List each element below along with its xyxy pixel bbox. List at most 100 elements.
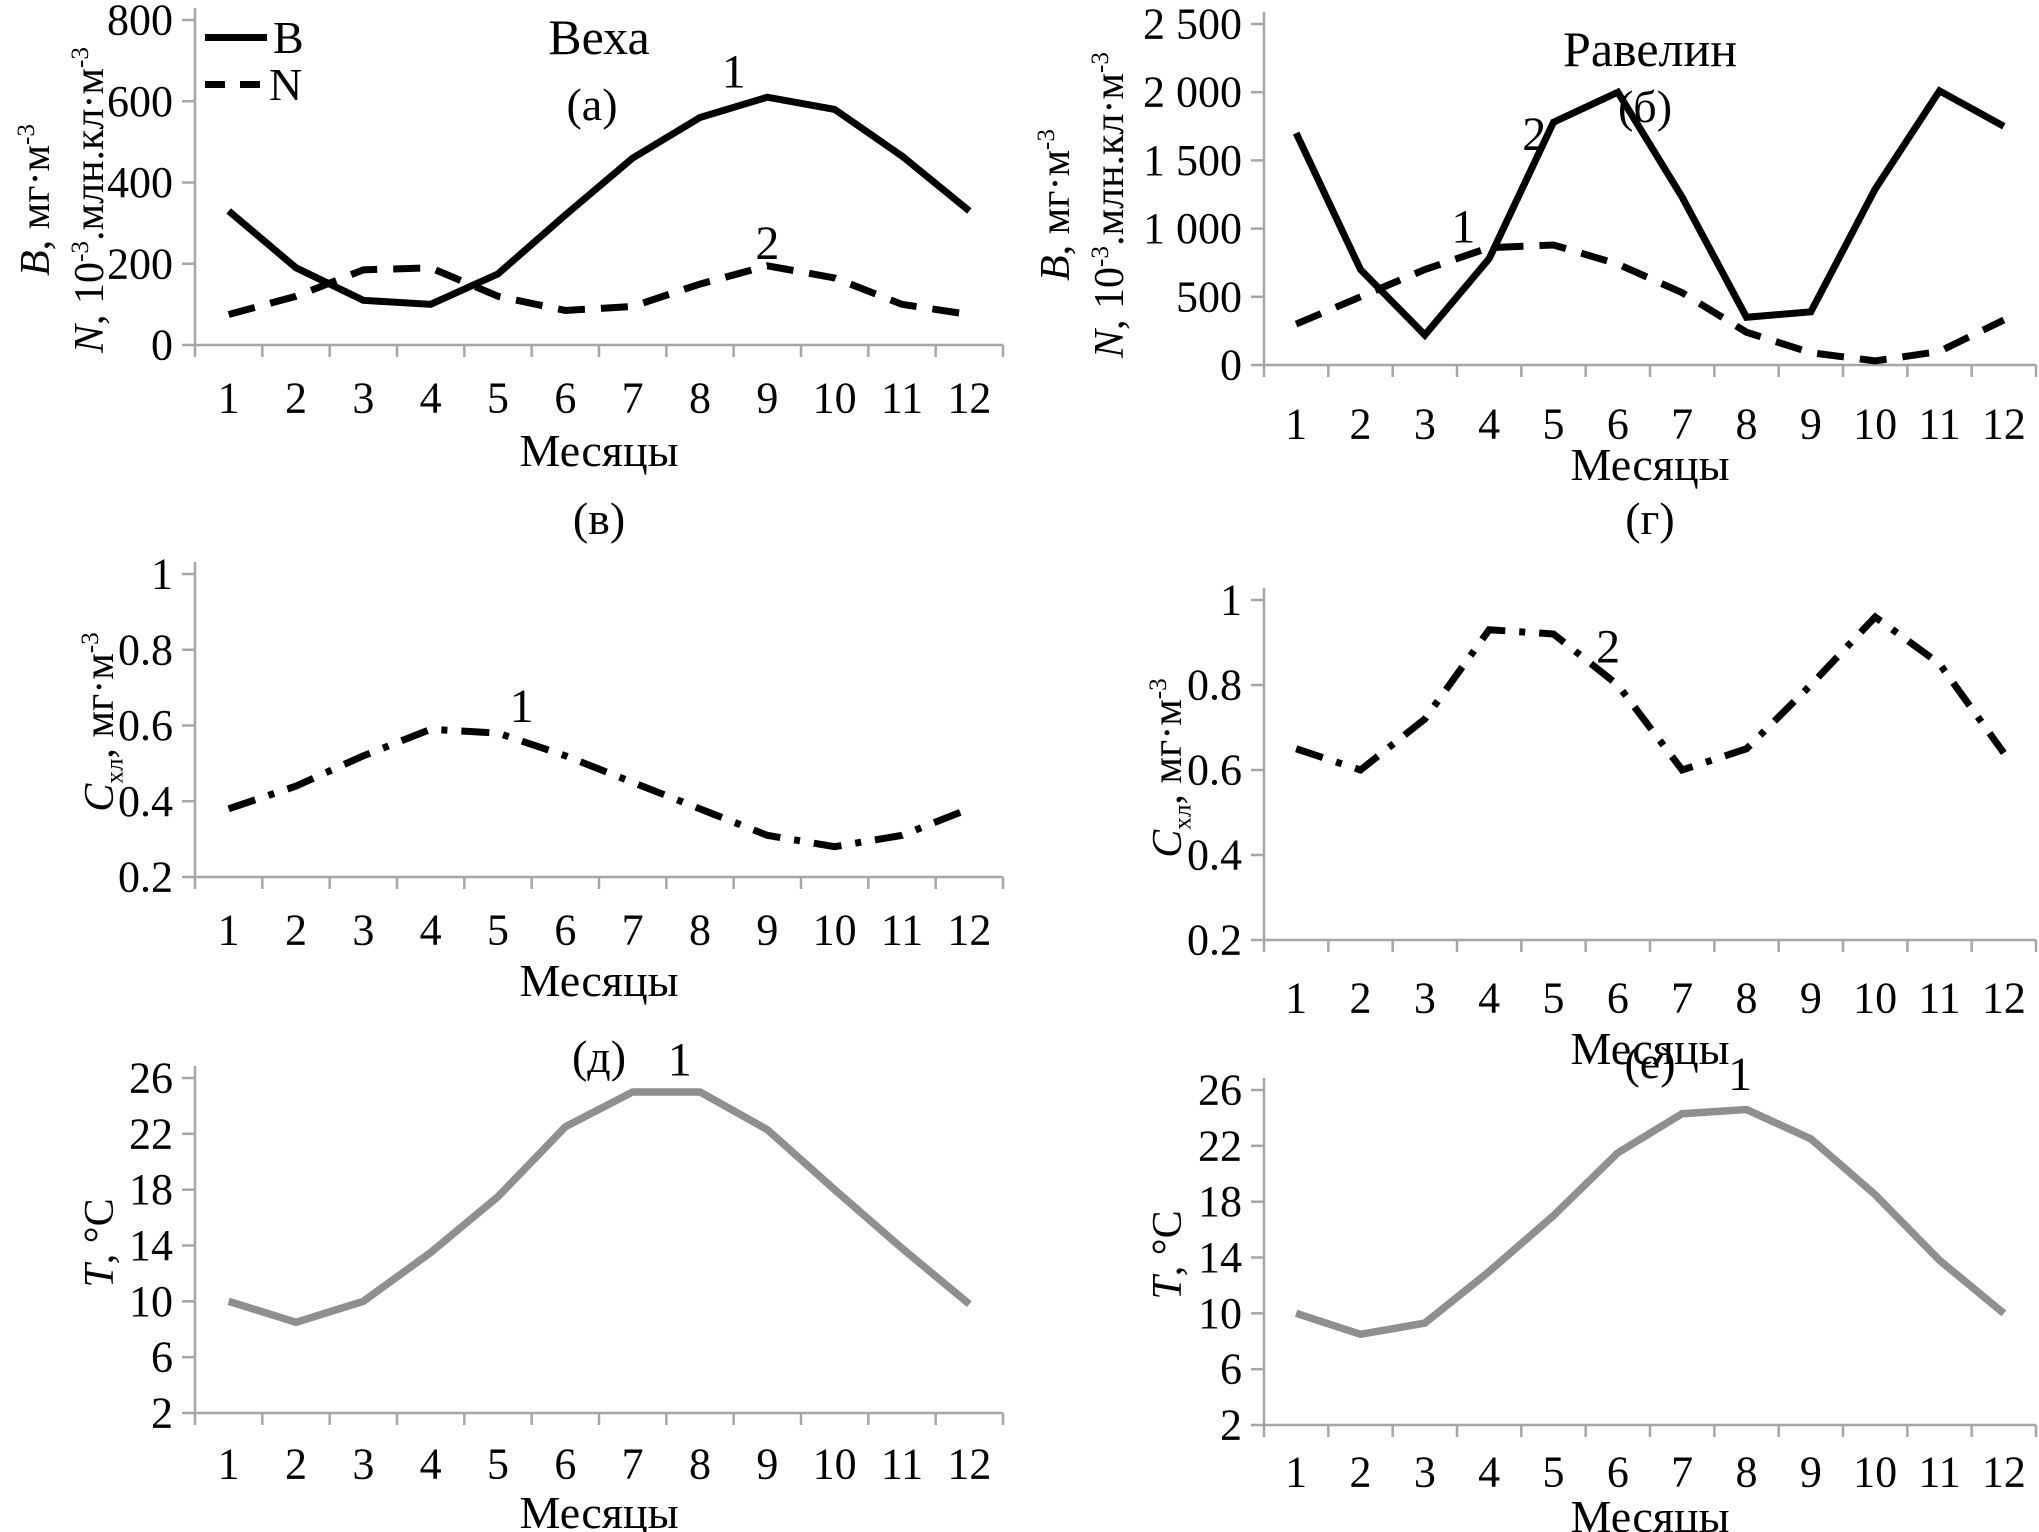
legend-label-b: B <box>273 12 304 63</box>
month-label: 4 <box>1478 1448 1500 1497</box>
month-label: 6 <box>1607 1448 1629 1497</box>
month-label: 8 <box>689 1440 711 1489</box>
month-label: 2 <box>1350 974 1372 1023</box>
series-T <box>1295 1105 2007 1339</box>
y-tick-label: 0.4 <box>1187 831 1242 880</box>
panel-b-xlabel: Месяцы <box>1570 439 1730 490</box>
month-label: 7 <box>622 374 644 423</box>
month-label: 9 <box>1800 974 1822 1023</box>
month-label: 7 <box>1671 1448 1693 1497</box>
y-tick-label: 26 <box>1198 1066 1242 1115</box>
month-label: 7 <box>622 1440 644 1489</box>
month-label: 8 <box>689 906 711 955</box>
month-label: 1 <box>218 1440 240 1489</box>
y-tick-label: 14 <box>1198 1233 1242 1282</box>
curve-label: 2 <box>1596 620 1620 673</box>
y-tick-label: 22 <box>1198 1121 1242 1170</box>
y-tick-label: 200 <box>107 239 173 288</box>
panel-e-letter: (е) <box>1624 1037 1676 1088</box>
month-label: 2 <box>285 1440 307 1489</box>
month-label: 11 <box>1918 974 1960 1023</box>
panel-v-letter: (в) <box>572 493 626 544</box>
month-label: 7 <box>1671 400 1693 449</box>
month-label: 12 <box>1982 400 2026 449</box>
month-label: 5 <box>1543 974 1565 1023</box>
panel-a-title: Веха <box>548 9 650 65</box>
month-label: 12 <box>947 374 991 423</box>
panel-d-letter: (д) <box>571 1031 627 1082</box>
panel-e-ylabel: T, °C <box>1145 1210 1191 1300</box>
y-tick-label: 0.4 <box>118 777 173 826</box>
month-label: 2 <box>1350 1448 1372 1497</box>
y-tick-label: 600 <box>107 77 173 126</box>
curve-label: 2 <box>755 217 779 270</box>
month-label: 1 <box>1285 400 1307 449</box>
panel-d-ylabel: T, °C <box>77 1198 123 1288</box>
panel-a-ylabel-n: N, 10-3.млн.кл·м-3 <box>67 47 113 353</box>
month-label: 8 <box>1736 400 1758 449</box>
month-label: 4 <box>420 906 442 955</box>
legend: B N <box>205 12 304 110</box>
y-tick-label: 14 <box>129 1221 173 1270</box>
month-label: 6 <box>554 1440 576 1489</box>
y-tick-label: 1 <box>1220 576 1242 625</box>
month-label: 3 <box>352 374 374 423</box>
y-tick-label: 500 <box>1176 272 1242 321</box>
month-label: 4 <box>1478 400 1500 449</box>
panel-g-xlabel: Месяцы <box>1570 1023 1730 1074</box>
month-label: 9 <box>1800 400 1822 449</box>
series-B <box>1293 86 2006 341</box>
month-label: 4 <box>420 374 442 423</box>
panel-a-ylabel-b: B, мг·м-3 <box>13 123 59 277</box>
panel-b-ylabel-b: B, мг·м-3 <box>1033 128 1079 282</box>
curve-label: 1 <box>1451 201 1475 254</box>
month-label: 2 <box>285 906 307 955</box>
month-label: 5 <box>1543 400 1565 449</box>
month-label: 6 <box>1607 400 1629 449</box>
curve-label: 1 <box>668 1033 692 1086</box>
legend-row-b: B <box>205 12 304 63</box>
y-tick-label: 0 <box>151 321 173 370</box>
legend-row-n: N <box>205 59 304 110</box>
panel-v-ylabel: Cхл, мг·м-3 <box>77 632 129 812</box>
month-label: 5 <box>487 1440 509 1489</box>
y-tick-label: 0.8 <box>1187 661 1242 710</box>
legend-solid-line-sample <box>205 34 267 41</box>
y-tick-label: 0.8 <box>118 625 173 674</box>
month-label: 9 <box>756 374 778 423</box>
month-label: 10 <box>813 374 857 423</box>
series-T <box>227 1088 972 1327</box>
panel-b-ylabel-n: N, 10-3.млн.кл·м-3 <box>1087 52 1133 358</box>
month-label: 7 <box>622 906 644 955</box>
y-tick-label: 800 <box>107 0 173 45</box>
month-label: 3 <box>1414 400 1436 449</box>
month-label: 7 <box>1671 974 1693 1023</box>
month-label: 3 <box>352 1440 374 1489</box>
panel-b-letter: (б) <box>1617 81 1673 132</box>
y-tick-label: 1 500 <box>1143 136 1242 185</box>
month-label: 8 <box>689 374 711 423</box>
panel-v-xlabel: Месяцы <box>519 955 679 1006</box>
y-tick-label: 2 <box>151 1389 173 1438</box>
month-label: 8 <box>1736 1448 1758 1497</box>
curve-label: 1 <box>510 680 534 733</box>
panel-a-xlabel: Месяцы <box>519 425 679 476</box>
month-label: 1 <box>1285 974 1307 1023</box>
month-label: 1 <box>218 374 240 423</box>
month-label: 11 <box>1918 1448 1960 1497</box>
month-label: 10 <box>813 906 857 955</box>
month-label: 5 <box>487 374 509 423</box>
month-label: 12 <box>1982 1448 2026 1497</box>
month-label: 10 <box>1853 1448 1897 1497</box>
month-label: 11 <box>881 1440 923 1489</box>
panel-b-title: Равелин <box>1563 21 1737 77</box>
month-label: 9 <box>756 906 778 955</box>
month-label: 6 <box>554 906 576 955</box>
y-tick-label: 18 <box>129 1165 173 1214</box>
month-label: 12 <box>947 1440 991 1489</box>
month-label: 3 <box>1414 1448 1436 1497</box>
y-tick-label: 0 <box>1220 341 1242 390</box>
y-tick-label: 1 000 <box>1143 204 1242 253</box>
month-label: 12 <box>1982 974 2026 1023</box>
